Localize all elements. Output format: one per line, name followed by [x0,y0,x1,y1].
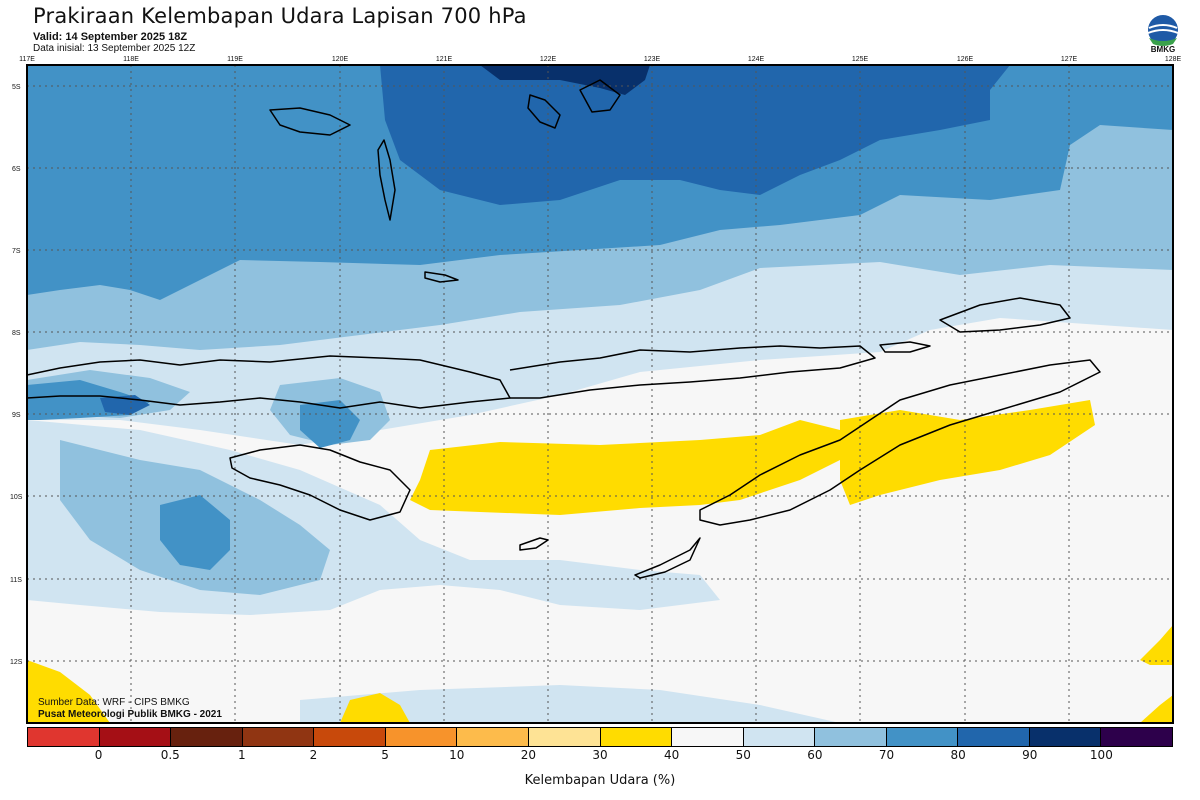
colorbar-segment [958,728,1030,746]
field-dark-blue [380,65,1010,205]
colorbar-title: Kelembapan Udara (%) [524,773,676,788]
map-title: Prakiraan Kelembapan Udara Lapisan 700 h… [33,4,527,28]
colorbar-label: 50 [735,748,751,762]
colorbar [27,727,1173,747]
lat-label-6s: 6S [12,166,21,173]
field-yellow-sw [27,660,110,723]
coast-sumba [229,444,411,521]
bmkg-logo-text: BMKG [1150,45,1176,54]
colorbar-segment [99,728,172,746]
lon-label-121: 121E [436,56,453,63]
colorbar-segment [886,728,959,746]
colorbar-segment [171,728,243,746]
coast-sumbawa-north [269,107,351,136]
colorbar-label: 20 [520,748,537,762]
coast-flores [509,345,876,399]
lat-label-11s: 11S [10,577,22,584]
lon-label-128: 128E [1165,56,1182,63]
coast-buton [527,94,561,129]
colorbar-segment [1029,728,1102,746]
coast-rote [634,537,701,579]
lat-label-8s: 8S [12,330,21,337]
colorbar-segment [600,728,673,746]
colorbar-label: 100 [1089,748,1113,762]
colorbar-segment [672,728,744,746]
lat-label-9s: 9S [12,412,21,419]
colorbar-label: 70 [878,748,895,762]
colorbar-segment [743,728,816,746]
lon-gridlines [130,65,1070,723]
source-data-text: Sumber Data: WRF - CIPS BMKG [38,697,190,708]
lon-label-126: 126E [957,56,974,63]
field-pale-blue-southeast [300,685,840,723]
coast-sulawesi-south [377,139,396,221]
lon-label-118: 118E [123,56,139,63]
colorbar-label: 40 [663,748,680,762]
lon-label-119: 119E [227,56,243,63]
colorbar-label: 60 [807,748,823,762]
field-yellow-se1 [1140,625,1173,665]
lon-label-122: 122E [540,56,557,63]
lon-label-124: 124E [748,56,765,63]
colorbar-segment [385,728,458,746]
valid-time: Valid: 14 September 2025 18Z [33,31,188,43]
lat-label-12s: 12S [10,659,23,666]
colorbar-label: 80 [950,748,966,762]
lat-label-10s: 10S [10,494,23,501]
field-yellow-central [410,420,840,515]
colorbar-label: 0.5 [160,748,180,762]
colorbar-segment [28,728,100,746]
colorbar-segment [457,728,529,746]
coast-timor [699,359,1101,526]
lat-label-5s: 5S [12,84,21,91]
colorbar-labels: 0 0.5 1 2 5 10 20 30 40 50 60 70 80 90 100 [27,748,1173,764]
lon-label-125: 125E [852,56,869,63]
colorbar-label: 1 [238,748,246,762]
source-org-text: Pusat Meteorologi Publik BMKG - 2021 [38,709,222,720]
lat-label-7s: 7S [12,248,21,255]
lon-label-127: 127E [1061,56,1078,63]
field-yellow-east [840,400,1095,505]
humidity-field [27,65,1173,723]
colorbar-label: 30 [592,748,608,762]
field-yellow-se2 [1140,695,1173,723]
colorbar-segment [528,728,601,746]
colorbar-label: 10 [449,748,465,762]
map-frame [26,64,1174,724]
colorbar-label: 2 [309,748,318,762]
coast-wetar [939,297,1071,333]
coastlines [26,79,1101,579]
colorbar-label: 90 [1022,748,1038,762]
colorbar-segment [314,728,386,746]
colorbar-label: 5 [381,748,389,762]
colorbar-segment [815,728,887,746]
colorbar-label: 0 [94,748,103,762]
lat-gridlines [27,85,1173,662]
lon-label-123: 123E [644,56,661,63]
lon-label-117: 117E [19,56,35,63]
coast-alor [879,341,931,353]
colorbar-segment [242,728,315,746]
field-very-dark-blue [480,65,650,95]
coast-savu [519,537,549,551]
field-mid-blue-c [300,400,360,448]
field-yellow-s [340,693,410,723]
bmkg-logo-icon [1147,15,1179,46]
field-mid-blue-sw [160,495,230,570]
colorbar-segment [1101,728,1172,746]
coast-selayar [424,271,459,283]
lon-label-120: 120E [332,56,349,63]
initial-time: Data inisial: 13 September 2025 12Z [33,43,196,54]
coast-muna [579,79,621,113]
